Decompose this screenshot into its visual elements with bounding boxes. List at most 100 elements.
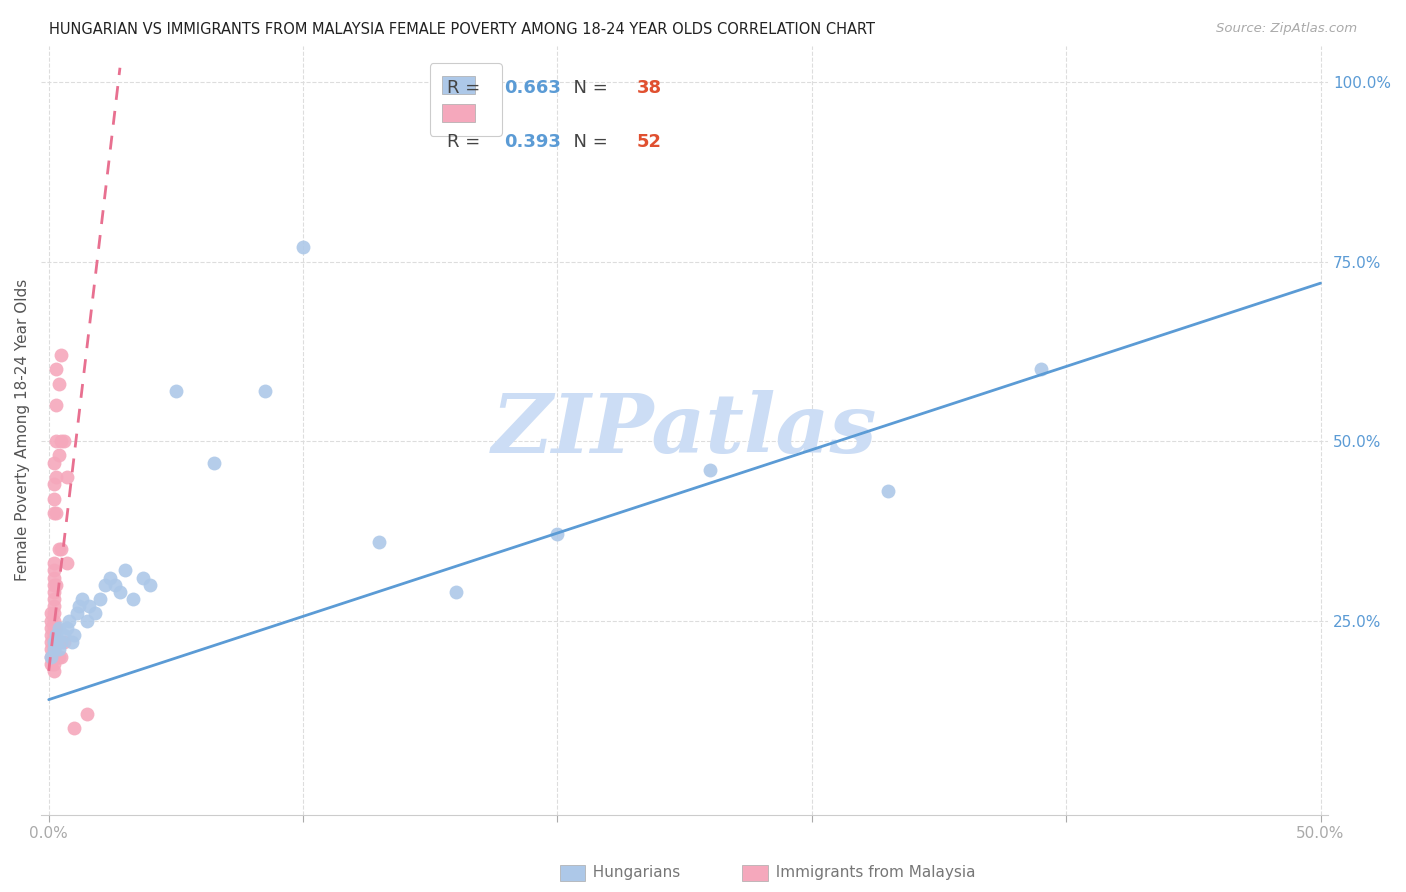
Point xyxy=(39,614,62,628)
Point xyxy=(45,398,67,412)
Point xyxy=(89,592,111,607)
Text: Hungarians: Hungarians xyxy=(583,865,681,880)
Point xyxy=(104,578,127,592)
Point xyxy=(42,506,65,520)
Point xyxy=(699,463,721,477)
Point xyxy=(139,578,162,592)
Y-axis label: Female Poverty Among 18-24 Year Olds: Female Poverty Among 18-24 Year Olds xyxy=(15,279,30,582)
Point xyxy=(42,599,65,614)
Point xyxy=(51,541,73,556)
Point xyxy=(45,578,67,592)
Point xyxy=(42,477,65,491)
Point xyxy=(546,527,568,541)
Point xyxy=(202,456,225,470)
Point xyxy=(58,614,80,628)
Point xyxy=(42,635,65,649)
Point xyxy=(1029,362,1052,376)
Point xyxy=(39,649,62,664)
Point xyxy=(108,585,131,599)
Point xyxy=(51,635,73,649)
Point xyxy=(39,628,62,642)
Point xyxy=(368,534,391,549)
Text: 0.393: 0.393 xyxy=(505,133,561,152)
Point xyxy=(45,635,67,649)
Point xyxy=(53,434,76,449)
Text: N =: N = xyxy=(562,133,614,152)
Point xyxy=(42,628,65,642)
Point xyxy=(42,491,65,506)
Point xyxy=(45,470,67,484)
Point xyxy=(42,649,65,664)
Point xyxy=(42,563,65,577)
Point xyxy=(53,628,76,642)
Point xyxy=(39,657,62,671)
Text: ZIPatlas: ZIPatlas xyxy=(492,391,877,470)
Point xyxy=(42,607,65,621)
Point xyxy=(48,541,70,556)
Point xyxy=(83,607,105,621)
Point xyxy=(114,563,136,577)
Point xyxy=(165,384,187,398)
Point xyxy=(39,635,62,649)
Point xyxy=(39,607,62,621)
Point xyxy=(48,649,70,664)
Point xyxy=(42,621,65,635)
Point xyxy=(42,664,65,678)
Point xyxy=(42,585,65,599)
Point xyxy=(45,621,67,635)
Point xyxy=(76,614,98,628)
Point xyxy=(76,706,98,721)
Point xyxy=(42,570,65,584)
Text: 0.663: 0.663 xyxy=(505,79,561,97)
Point xyxy=(45,362,67,376)
Point xyxy=(48,635,70,649)
Point xyxy=(60,635,83,649)
Point xyxy=(55,556,77,570)
Point xyxy=(121,592,143,607)
Point xyxy=(55,621,77,635)
Point xyxy=(45,649,67,664)
Point xyxy=(67,599,90,614)
Text: R =: R = xyxy=(447,133,485,152)
Point xyxy=(42,635,65,649)
Text: N =: N = xyxy=(562,79,614,97)
Point xyxy=(79,599,101,614)
Point xyxy=(42,578,65,592)
Point xyxy=(51,434,73,449)
Point xyxy=(70,592,93,607)
Point xyxy=(444,585,467,599)
Point xyxy=(39,642,62,657)
Text: Immigrants from Malaysia: Immigrants from Malaysia xyxy=(766,865,976,880)
Point xyxy=(45,628,67,642)
Point xyxy=(42,456,65,470)
Point xyxy=(877,484,900,499)
Text: 38: 38 xyxy=(637,79,662,97)
Point xyxy=(66,607,89,621)
Text: HUNGARIAN VS IMMIGRANTS FROM MALAYSIA FEMALE POVERTY AMONG 18-24 YEAR OLDS CORRE: HUNGARIAN VS IMMIGRANTS FROM MALAYSIA FE… xyxy=(49,22,875,37)
Point xyxy=(63,722,86,736)
Point xyxy=(45,635,67,649)
Point xyxy=(51,649,73,664)
Point xyxy=(45,434,67,449)
Point xyxy=(93,578,115,592)
Point xyxy=(292,240,315,254)
Legend: , : , xyxy=(430,63,502,136)
Text: R =: R = xyxy=(447,79,485,97)
Point xyxy=(48,449,70,463)
Point xyxy=(42,657,65,671)
Point xyxy=(53,635,76,649)
Point xyxy=(39,621,62,635)
Point xyxy=(253,384,276,398)
Point xyxy=(48,376,70,391)
Point xyxy=(39,649,62,664)
Point xyxy=(42,592,65,607)
Point xyxy=(42,642,65,657)
Point xyxy=(42,556,65,570)
Point xyxy=(98,570,121,584)
Point xyxy=(51,348,73,362)
Point xyxy=(48,621,70,635)
Point xyxy=(45,506,67,520)
Point xyxy=(132,570,155,584)
Point xyxy=(48,642,70,657)
Text: Source: ZipAtlas.com: Source: ZipAtlas.com xyxy=(1216,22,1357,36)
